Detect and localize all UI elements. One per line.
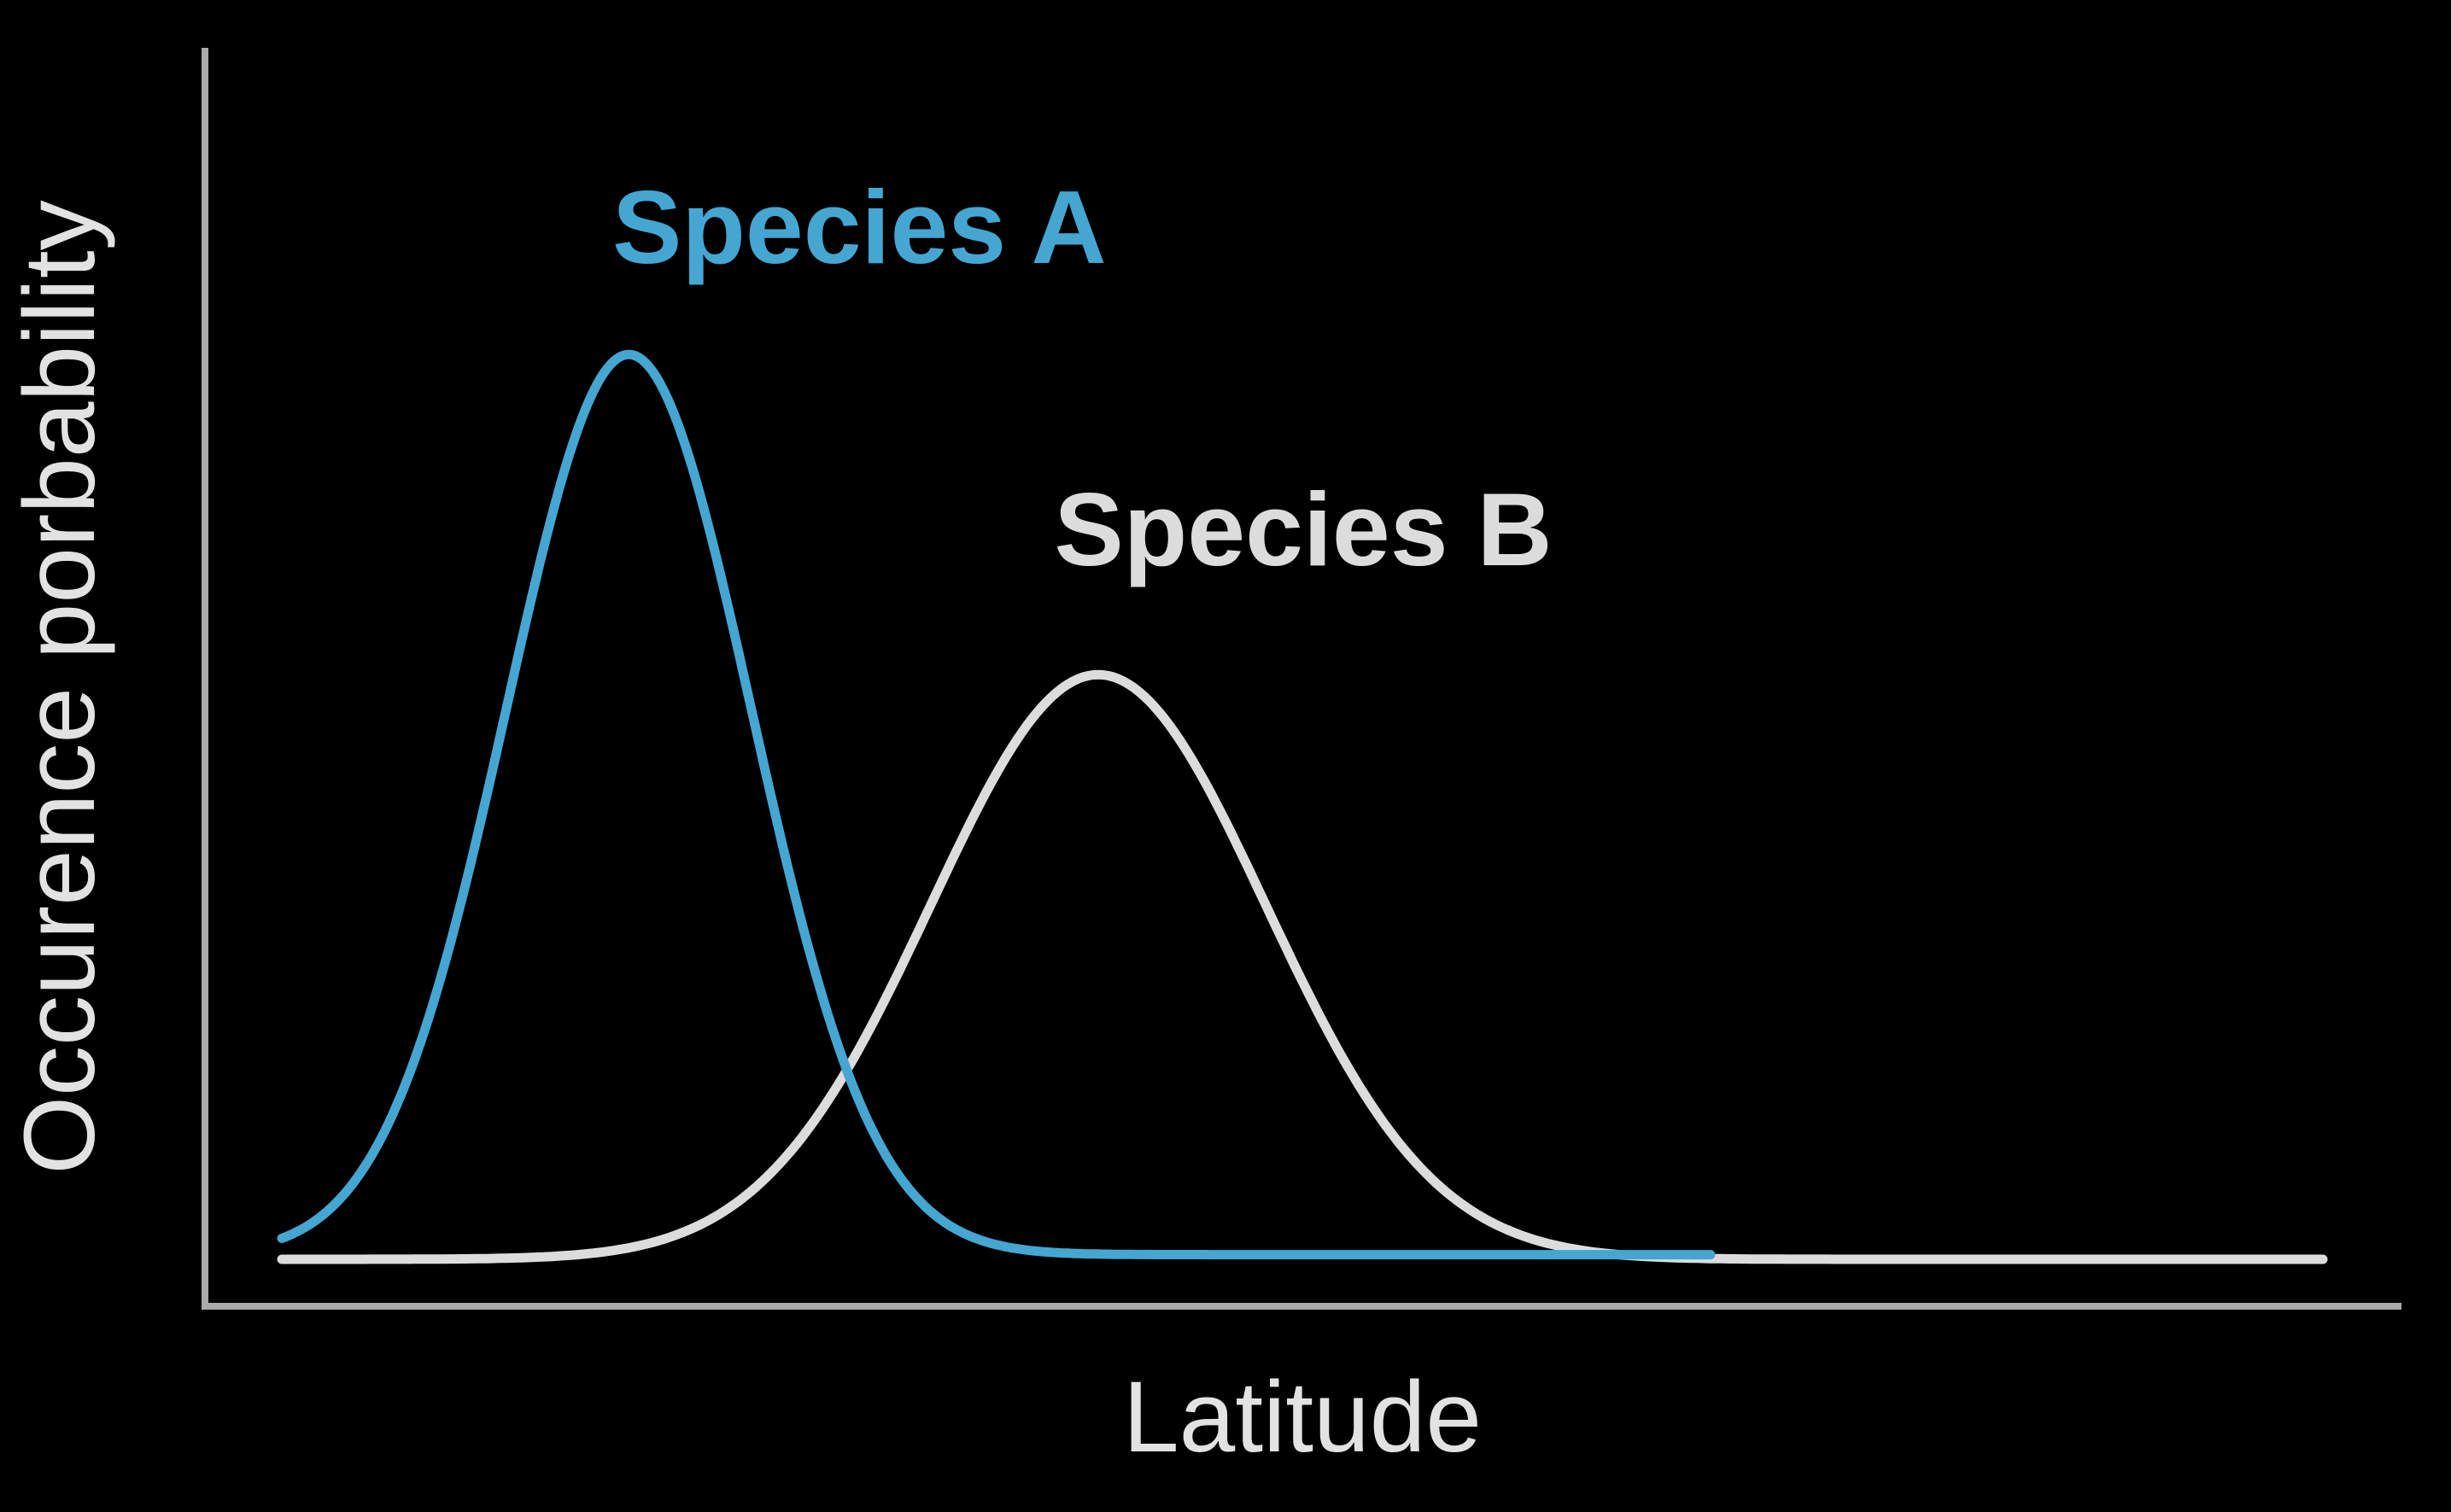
y-axis-label: Occurence porbability xyxy=(3,200,116,1174)
series-label-species-b: Species B xyxy=(1054,471,1552,587)
series-line-species-b xyxy=(277,669,2328,1264)
x-axis-label: Latitude xyxy=(1123,1361,1482,1474)
series-label-species-a: Species A xyxy=(612,169,1107,285)
series-line-species-a xyxy=(277,349,1716,1260)
plot-area: Species B Species A xyxy=(277,169,2328,1264)
